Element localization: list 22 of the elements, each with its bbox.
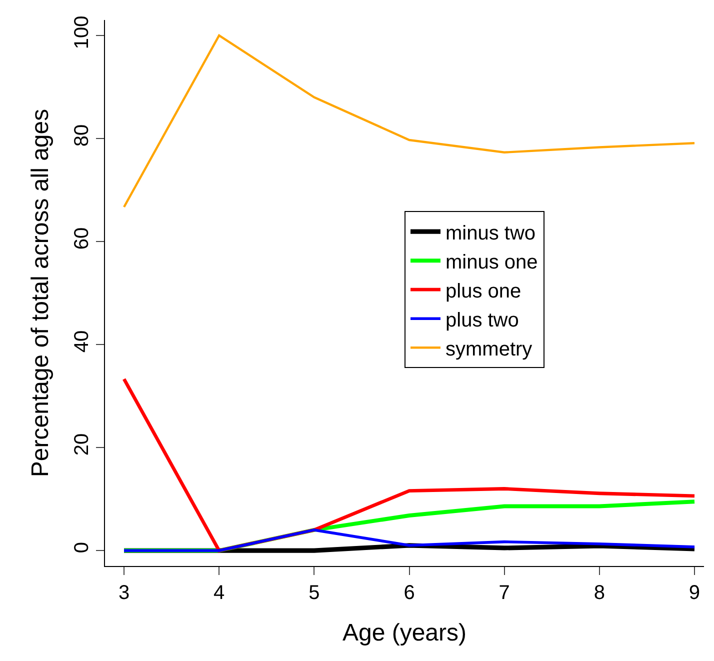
line-series bbox=[122, 528, 696, 552]
x-tick-label: 3 bbox=[118, 582, 130, 604]
y-tick-label: 60 bbox=[71, 227, 93, 250]
y-tick-label: 100 bbox=[71, 16, 93, 50]
y-axis-title: Percentage of total across all ages bbox=[27, 108, 54, 478]
legend-label: symmetry bbox=[446, 338, 532, 360]
x-tick-label: 8 bbox=[594, 582, 605, 604]
line-series bbox=[122, 34, 696, 208]
legend-label: plus two bbox=[446, 309, 519, 332]
x-axis-title: Age (years) bbox=[342, 619, 467, 646]
y-tick-label: 80 bbox=[71, 124, 93, 147]
x-tick-label: 9 bbox=[688, 582, 700, 604]
legend-label: minus two bbox=[446, 222, 536, 244]
x-tick-label: 7 bbox=[498, 582, 510, 604]
legend-label: minus one bbox=[446, 251, 538, 274]
y-tick-label: 40 bbox=[71, 330, 93, 353]
legend-label: plus one bbox=[446, 280, 522, 302]
x-tick-label: 4 bbox=[214, 582, 225, 604]
y-tick-label: 20 bbox=[71, 433, 93, 456]
y-tick-label: 0 bbox=[71, 542, 93, 554]
x-tick-label: 5 bbox=[308, 582, 320, 604]
x-tick-label: 6 bbox=[404, 582, 415, 604]
